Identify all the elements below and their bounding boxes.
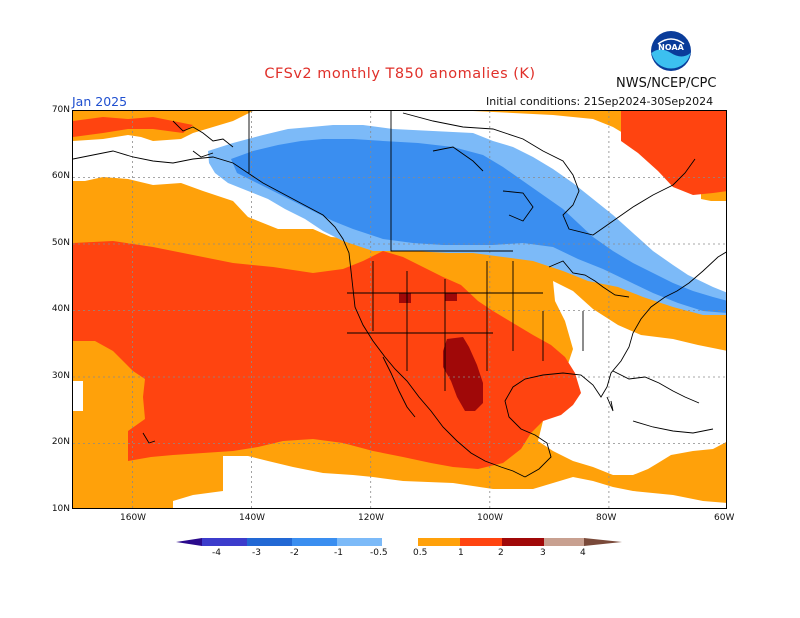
anomaly-darkred-n2 bbox=[445, 293, 457, 301]
anomaly-map-svg bbox=[73, 111, 726, 508]
colorbar-label-2: 2 bbox=[498, 548, 504, 558]
colorbar-swatch-2-1 bbox=[292, 538, 337, 546]
colorbar-label-m3: -3 bbox=[252, 548, 261, 558]
colorbar-swatch-2-3 bbox=[502, 538, 544, 546]
anomaly-map bbox=[72, 110, 727, 509]
colorbar-swatch-1-2 bbox=[460, 538, 502, 546]
lat-label-70n: 70N bbox=[51, 105, 70, 115]
colorbar-label-05: 0.5 bbox=[413, 548, 428, 558]
colorbar-swatch-lt-4 bbox=[176, 538, 202, 546]
anomaly-darkred-sw bbox=[443, 337, 483, 411]
noaa-logo: NOAA bbox=[651, 31, 691, 71]
anomaly-red-northeast bbox=[621, 111, 726, 195]
colorbar bbox=[176, 538, 622, 546]
anomaly-white-southwest bbox=[73, 381, 83, 411]
anomaly-darkred-n1 bbox=[399, 293, 411, 303]
anomaly-white-east bbox=[538, 281, 726, 475]
lon-label-60w: 60W bbox=[714, 513, 735, 523]
colorbar-swatch-3-2 bbox=[247, 538, 292, 546]
map-title: CFSv2 monthly T850 anomalies (K) bbox=[264, 66, 536, 82]
colorbar-label-m05: -0.5 bbox=[370, 548, 388, 558]
colorbar-swatch-05-1 bbox=[418, 538, 460, 546]
graticule bbox=[73, 111, 726, 508]
colorbar-swatch-3-4 bbox=[544, 538, 584, 546]
lat-label-20n: 20N bbox=[51, 437, 70, 447]
lat-label-40n: 40N bbox=[51, 304, 70, 314]
colorbar-swatch-gt-4 bbox=[584, 538, 622, 546]
noaa-logo-text: NOAA bbox=[658, 43, 684, 52]
anomaly-white-pacific bbox=[173, 456, 726, 508]
colorbar-swatch-1-05 bbox=[337, 538, 382, 546]
lat-label-30n: 30N bbox=[51, 371, 70, 381]
lat-label-50n: 50N bbox=[51, 238, 70, 248]
colorbar-swatch-05-05 bbox=[382, 538, 418, 546]
colorbar-label-1: 1 bbox=[458, 548, 464, 558]
initial-conditions-label: Initial conditions: 21Sep2024-30Sep2024 bbox=[486, 95, 714, 108]
anomaly-red-northwest bbox=[73, 117, 193, 137]
colorbar-swatch-4-3 bbox=[202, 538, 247, 546]
colorbar-label-m1: -1 bbox=[334, 548, 343, 558]
lat-label-10n: 10N bbox=[51, 504, 70, 514]
lon-label-160w: 160W bbox=[120, 513, 147, 523]
month-label: Jan 2025 bbox=[72, 94, 128, 109]
colorbar-label-m2: -2 bbox=[290, 548, 299, 558]
lon-label-140w: 140W bbox=[239, 513, 266, 523]
lon-label-120w: 120W bbox=[358, 513, 385, 523]
colorbar-label-3: 3 bbox=[540, 548, 546, 558]
lat-label-60n: 60N bbox=[51, 171, 70, 181]
lon-label-100w: 100W bbox=[477, 513, 504, 523]
lon-label-80w: 80W bbox=[596, 513, 617, 523]
colorbar-label-4: 4 bbox=[580, 548, 586, 558]
coastlines bbox=[73, 111, 726, 478]
anomaly-blue bbox=[231, 139, 726, 313]
colorbar-label-m4: -4 bbox=[212, 548, 221, 558]
agency-label: NWS/NCEP/CPC bbox=[616, 76, 717, 91]
